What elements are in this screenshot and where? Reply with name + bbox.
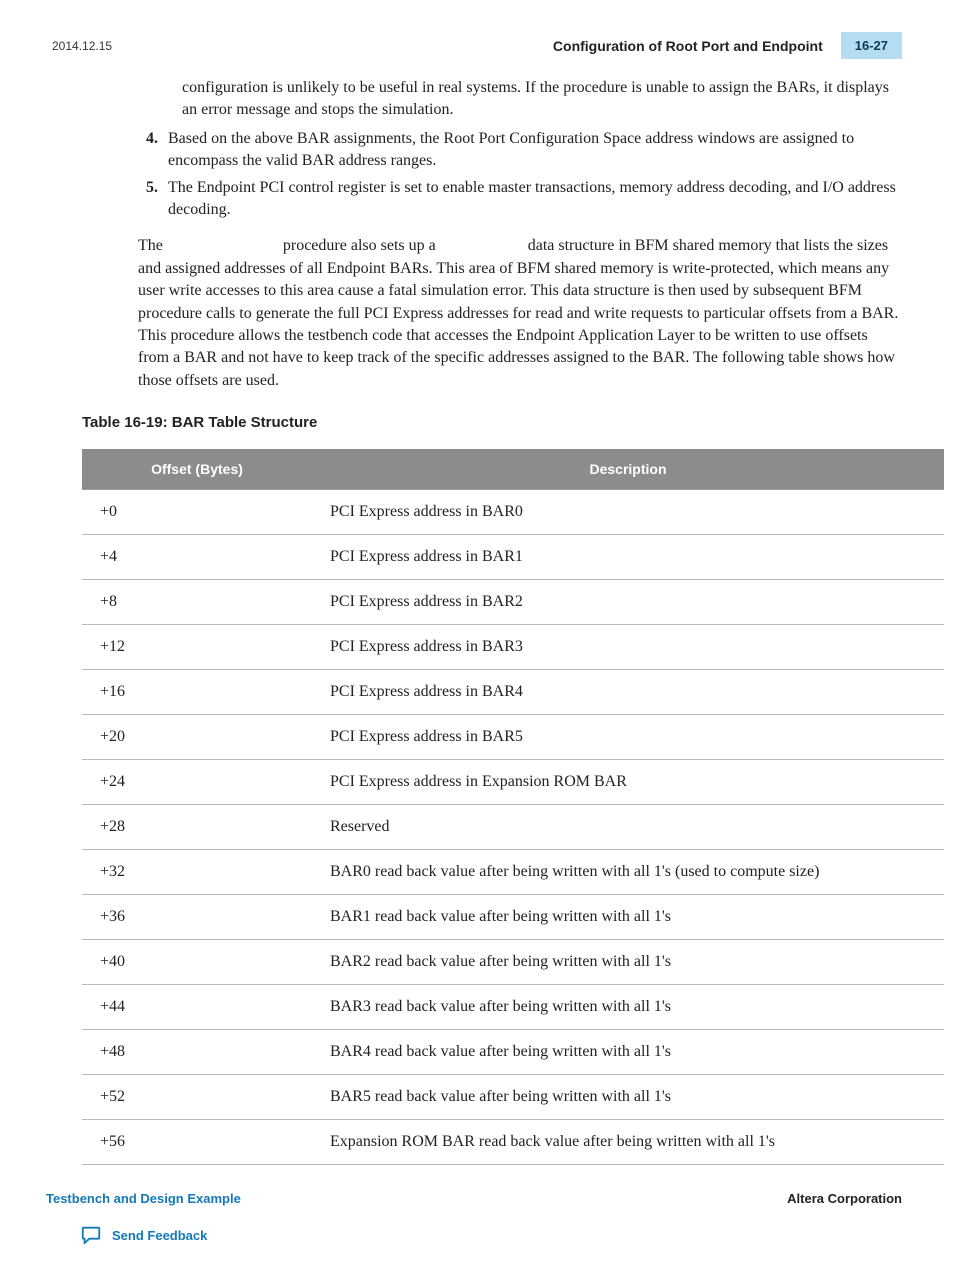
para-part-a: The (138, 237, 163, 254)
table-row: +16PCI Express address in BAR4 (82, 670, 944, 715)
cell-description: BAR2 read back value after being written… (312, 940, 944, 985)
cell-description: PCI Express address in Expansion ROM BAR (312, 760, 944, 805)
cell-description: PCI Express address in BAR1 (312, 535, 944, 580)
cell-offset: +16 (82, 670, 312, 715)
cell-offset: +48 (82, 1030, 312, 1075)
table-row: +32BAR0 read back value after being writ… (82, 850, 944, 895)
table-col-description: Description (312, 449, 944, 490)
para-part-c: data structure in BFM shared memory that… (138, 237, 898, 388)
cell-offset: +4 (82, 535, 312, 580)
cell-description: PCI Express address in BAR4 (312, 670, 944, 715)
numbered-list: Based on the above BAR assignments, the … (52, 128, 902, 222)
cell-offset: +8 (82, 580, 312, 625)
cell-offset: +32 (82, 850, 312, 895)
table-row: +4PCI Express address in BAR1 (82, 535, 944, 580)
table-header-row: Offset (Bytes) Description (82, 449, 944, 490)
list-item: Based on the above BAR assignments, the … (162, 128, 902, 173)
list-item: The Endpoint PCI control register is set… (162, 177, 902, 222)
cell-offset: +24 (82, 760, 312, 805)
table-row: +12PCI Express address in BAR3 (82, 625, 944, 670)
para-part-b: procedure also sets up a (283, 237, 436, 254)
table-row: +28Reserved (82, 805, 944, 850)
table-row: +56Expansion ROM BAR read back value aft… (82, 1120, 944, 1165)
cell-offset: +52 (82, 1075, 312, 1120)
table-row: +36BAR1 read back value after being writ… (82, 895, 944, 940)
table-row: +52BAR5 read back value after being writ… (82, 1075, 944, 1120)
table-row: +40BAR2 read back value after being writ… (82, 940, 944, 985)
cell-description: PCI Express address in BAR0 (312, 490, 944, 535)
cell-offset: +28 (82, 805, 312, 850)
cell-description: PCI Express address in BAR3 (312, 625, 944, 670)
footer-left-link[interactable]: Testbench and Design Example (46, 1191, 241, 1206)
table-row: +20PCI Express address in BAR5 (82, 715, 944, 760)
cell-description: BAR4 read back value after being written… (312, 1030, 944, 1075)
cell-offset: +44 (82, 985, 312, 1030)
cell-offset: +36 (82, 895, 312, 940)
table-row: +48BAR4 read back value after being writ… (82, 1030, 944, 1075)
page: 2014.12.15 Configuration of Root Port an… (0, 0, 954, 1278)
page-number-badge: 16-27 (841, 32, 902, 59)
page-footer: Testbench and Design Example Altera Corp… (46, 1191, 902, 1206)
main-paragraph: The procedure also sets up a data struct… (138, 235, 902, 392)
cell-offset: +12 (82, 625, 312, 670)
table-row: +44BAR3 read back value after being writ… (82, 985, 944, 1030)
cell-offset: +0 (82, 490, 312, 535)
header-right: Configuration of Root Port and Endpoint … (553, 32, 902, 59)
cell-description: BAR3 read back value after being written… (312, 985, 944, 1030)
page-header: 2014.12.15 Configuration of Root Port an… (52, 32, 902, 59)
bar-table: Offset (Bytes) Description +0PCI Express… (82, 449, 944, 1165)
intro-tail-paragraph: configuration is unlikely to be useful i… (182, 77, 902, 122)
cell-description: Reserved (312, 805, 944, 850)
cell-description: PCI Express address in BAR5 (312, 715, 944, 760)
cell-description: PCI Express address in BAR2 (312, 580, 944, 625)
cell-offset: +40 (82, 940, 312, 985)
cell-description: Expansion ROM BAR read back value after … (312, 1120, 944, 1165)
header-date: 2014.12.15 (52, 39, 112, 53)
cell-description: BAR0 read back value after being written… (312, 850, 944, 895)
table-row: +8PCI Express address in BAR2 (82, 580, 944, 625)
table-row: +24PCI Express address in Expansion ROM … (82, 760, 944, 805)
cell-description: BAR5 read back value after being written… (312, 1075, 944, 1120)
cell-offset: +56 (82, 1120, 312, 1165)
table-row: +0PCI Express address in BAR0 (82, 490, 944, 535)
feedback-label: Send Feedback (112, 1228, 207, 1243)
footer-right: Altera Corporation (787, 1191, 902, 1206)
table-caption: Table 16-19: BAR Table Structure (82, 414, 902, 431)
header-section-title: Configuration of Root Port and Endpoint (553, 38, 823, 54)
table-col-offset: Offset (Bytes) (82, 449, 312, 490)
cell-description: BAR1 read back value after being written… (312, 895, 944, 940)
cell-offset: +20 (82, 715, 312, 760)
speech-bubble-icon (80, 1224, 102, 1246)
send-feedback-link[interactable]: Send Feedback (80, 1224, 902, 1246)
